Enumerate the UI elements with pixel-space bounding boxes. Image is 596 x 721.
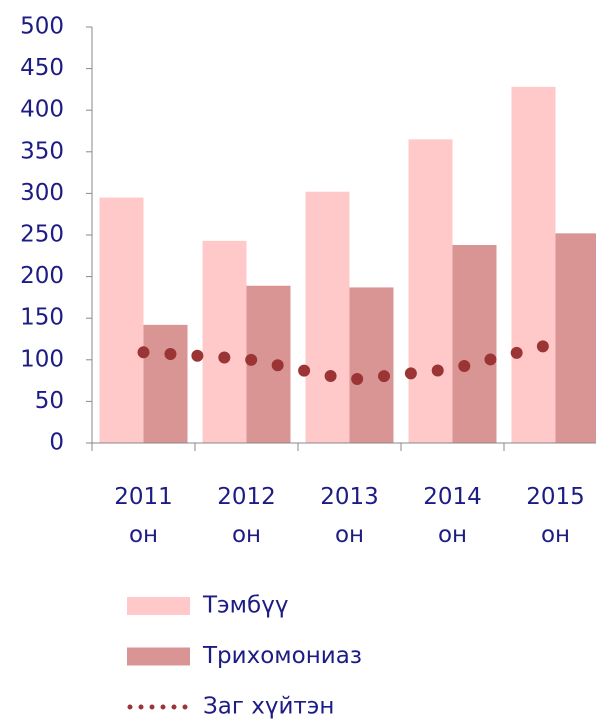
y-tick-label: 200 xyxy=(20,263,64,289)
bar xyxy=(143,324,188,443)
x-tick-label: 2015 он xyxy=(526,484,585,548)
bar xyxy=(202,240,247,443)
bar xyxy=(452,244,497,443)
y-tick-label: 50 xyxy=(35,388,64,414)
y-tick-label: 300 xyxy=(20,180,64,206)
legend-label: Тэмбүү xyxy=(202,593,288,619)
trend-line xyxy=(137,337,562,386)
bar xyxy=(511,86,556,444)
bar xyxy=(555,233,596,443)
legend-label: Заг хүйтэн xyxy=(203,694,334,720)
y-tick-label: 0 xyxy=(49,430,64,456)
bar xyxy=(408,139,453,443)
y-tick-label: 250 xyxy=(20,222,64,248)
legend-label: Трихомониаз xyxy=(202,643,362,669)
legend-swatch xyxy=(127,647,190,666)
bar xyxy=(99,197,144,443)
y-tick-label: 150 xyxy=(20,305,64,331)
x-tick-label: 2013 он xyxy=(320,484,379,548)
y-tick-label: 100 xyxy=(20,346,64,372)
y-tick-label: 500 xyxy=(20,14,64,40)
x-tick-label: 2012 он xyxy=(217,484,276,548)
legend-swatch xyxy=(127,597,190,615)
y-tick-label: 450 xyxy=(20,55,64,81)
x-tick-label: 2014 он xyxy=(423,484,482,548)
bar xyxy=(305,191,350,443)
bar xyxy=(349,287,394,443)
y-tick-label: 400 xyxy=(20,97,64,123)
x-tick-label: 2011 он xyxy=(114,484,173,548)
y-tick-label: 350 xyxy=(20,138,64,164)
